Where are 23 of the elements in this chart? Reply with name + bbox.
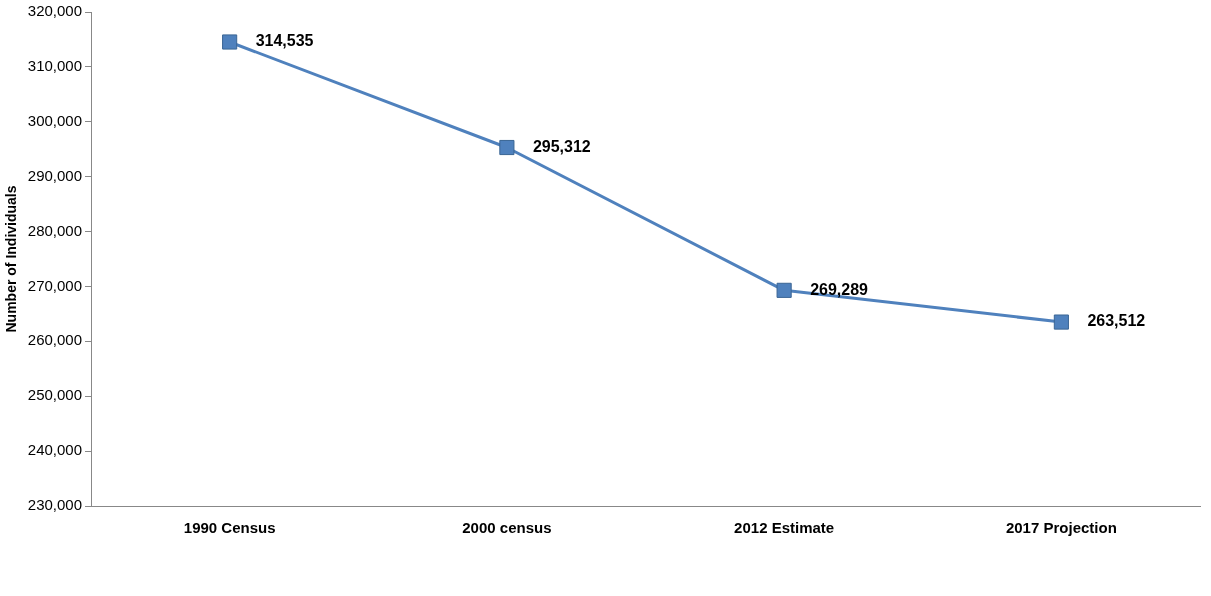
y-tick-label: 300,000 <box>27 111 83 129</box>
y-tick-label: 230,000 <box>27 496 83 514</box>
y-tick-label: 290,000 <box>27 166 83 184</box>
point <box>1053 314 1069 330</box>
point <box>776 282 792 298</box>
x-tick-label: 1990 Census <box>183 519 276 537</box>
y-tick-label: 260,000 <box>27 331 83 349</box>
y-tick-label: 240,000 <box>27 441 83 459</box>
point <box>499 139 515 156</box>
y-axis-title: Number of Individuals <box>3 185 20 333</box>
y-tick-label: 310,000 <box>27 57 83 75</box>
y-tick-label: 270,000 <box>27 276 83 294</box>
y-tick-label: 280,000 <box>27 221 83 239</box>
point <box>222 34 238 50</box>
data-label: 263,512 <box>1087 312 1146 330</box>
y-tick-label: 250,000 <box>27 386 83 404</box>
data-label: 295,312 <box>532 137 591 155</box>
data-label: 314,535 <box>255 32 314 50</box>
y-tick-label: 320,000 <box>27 2 83 20</box>
x-tick-label: 2000 census <box>462 519 552 537</box>
data-label: 269,289 <box>810 280 869 298</box>
x-tick-label: 2017 Projection <box>1005 519 1117 537</box>
x-tick-label: 2012 Estimate <box>734 519 835 537</box>
